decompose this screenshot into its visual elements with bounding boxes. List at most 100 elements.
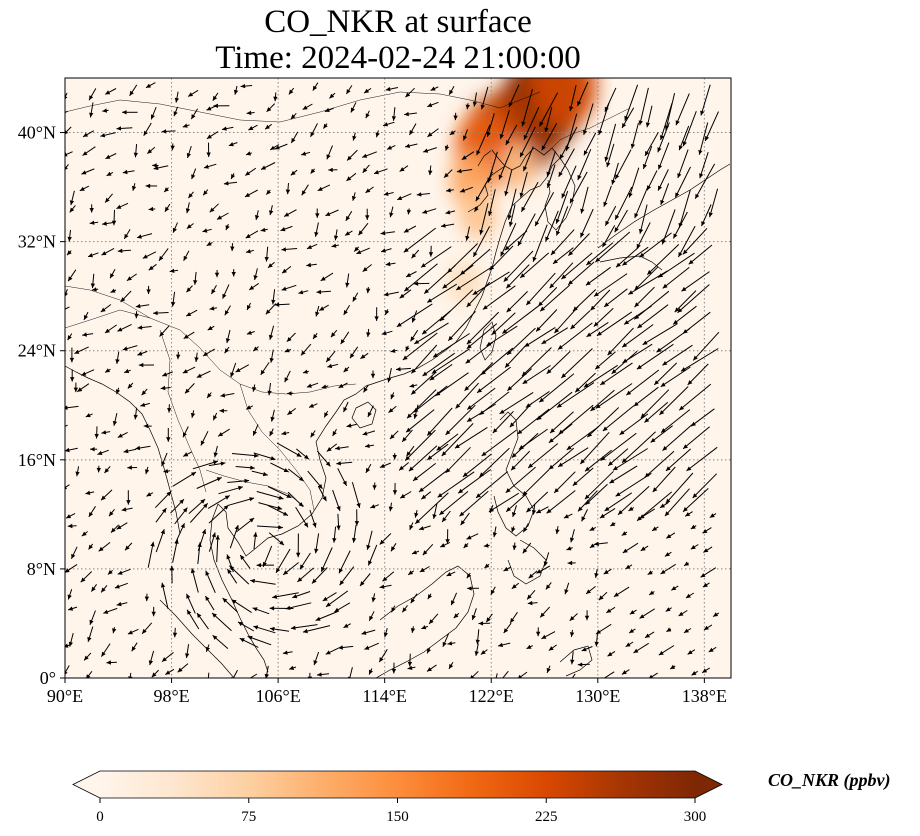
wind-vector-shaft: [276, 442, 302, 458]
wind-vector-head: [317, 672, 322, 677]
wind-vector-head: [429, 619, 434, 624]
wind-vector-head: [603, 201, 608, 207]
wind-vector-head: [647, 570, 653, 575]
wind-vector-shaft: [418, 469, 449, 493]
wind-vector-shaft: [690, 408, 715, 427]
wind-vector-head: [172, 227, 177, 233]
wind-vector-shaft: [555, 190, 569, 224]
wind-vector-head: [246, 330, 252, 335]
wind-vector-shaft: [594, 231, 631, 263]
wind-vector-head: [502, 329, 508, 334]
wind-vector-head: [115, 359, 120, 364]
wind-vector-head: [453, 115, 458, 121]
wind-vector-head: [253, 275, 258, 280]
wind-vector-head: [644, 417, 650, 423]
wind-vector-head: [152, 163, 157, 168]
wind-vector-head: [389, 212, 394, 218]
wind-vector-shaft: [639, 87, 649, 126]
wind-vector-head: [638, 228, 644, 234]
wind-vector-head: [185, 388, 190, 394]
wind-vector-head: [224, 310, 229, 316]
wind-vector-head: [595, 257, 601, 263]
wind-vector-head: [585, 500, 591, 505]
wind-vector-head: [442, 517, 447, 522]
wind-vector-head: [248, 126, 254, 131]
wind-vector-shaft: [65, 110, 68, 114]
wind-vector-shaft: [504, 343, 528, 368]
wind-vector-head: [356, 250, 362, 254]
wind-vector-head: [656, 347, 662, 353]
wind-vector-head: [498, 174, 503, 180]
wind-vector-head: [493, 677, 495, 678]
wind-vector-head: [554, 488, 559, 493]
wind-vector-head: [207, 325, 213, 331]
wind-vector-shaft: [492, 410, 514, 434]
wind-vector-head: [413, 407, 419, 413]
wind-vector-head: [303, 628, 308, 634]
wind-vector-head: [213, 415, 218, 421]
wind-vector-shaft: [216, 534, 219, 563]
wind-vector-head: [117, 433, 123, 438]
wind-vector-head: [85, 413, 91, 418]
wind-vector-head: [381, 248, 386, 253]
wind-vector-head: [675, 120, 680, 126]
wind-vector-shaft: [535, 309, 558, 332]
wind-vector-head: [499, 678, 504, 683]
map-background: [65, 78, 731, 678]
wind-vector-head: [182, 507, 188, 513]
wind-vector-head: [550, 428, 555, 433]
wind-vector-head: [427, 648, 431, 654]
wind-vector-head: [705, 136, 710, 141]
wind-vector-head: [261, 165, 266, 170]
wind-vector-head: [569, 616, 575, 621]
wind-vector-head: [621, 670, 627, 675]
wind-vector-head: [586, 260, 592, 266]
wind-vector-head: [584, 494, 590, 500]
wind-vector-shaft: [567, 261, 595, 286]
wind-vector-head: [358, 230, 363, 236]
wind-vector-head: [231, 272, 236, 277]
wind-vector-shaft: [500, 222, 517, 257]
wind-vector-head: [276, 567, 281, 573]
wind-vector-head: [100, 307, 106, 312]
wind-vector-shaft: [525, 272, 556, 306]
wind-vector-head: [214, 272, 220, 278]
wind-vector-head: [419, 487, 424, 492]
wind-vector-head: [610, 521, 616, 527]
wind-vector-head: [561, 193, 566, 199]
lon-tick-label: 98°E: [153, 686, 189, 706]
wind-vector-head: [545, 236, 550, 242]
wind-vector-head: [411, 368, 417, 374]
wind-vector-head: [246, 249, 251, 254]
wind-vector-head: [520, 152, 525, 158]
wind-vector-shaft: [431, 348, 470, 374]
wind-vector-head: [134, 313, 139, 319]
wind-vector-head: [660, 569, 666, 574]
wind-vector-head: [98, 546, 104, 552]
wind-vector-head: [250, 465, 255, 470]
wind-vector-head: [580, 208, 585, 214]
wind-vector-head: [123, 448, 129, 454]
map-subtitle: Time: 2024-02-24 21:00:00: [215, 40, 581, 76]
wind-vector-head: [85, 490, 91, 495]
wind-vector-shaft: [561, 165, 577, 199]
wind-vector-head: [224, 495, 230, 500]
wind-vector-head: [80, 577, 86, 583]
wind-vector-head: [708, 647, 714, 652]
wind-vector-shaft: [672, 211, 688, 239]
wind-vector-head: [430, 86, 436, 91]
wind-vector-head: [122, 110, 127, 115]
wind-vector-shaft: [628, 270, 668, 295]
wind-vector-head: [543, 561, 548, 567]
wind-vector-shaft: [539, 284, 571, 312]
wind-vector-head: [511, 584, 517, 589]
wind-vector-head: [693, 355, 698, 361]
wind-vector-head: [622, 548, 628, 553]
wind-vector-shaft: [426, 283, 457, 303]
wind-vector-shaft: [584, 449, 612, 472]
wind-vector-head: [577, 662, 583, 667]
wind-vector-head: [679, 405, 685, 411]
wind-vector-head: [551, 250, 556, 255]
wind-vector-head: [445, 210, 451, 215]
wind-vector-head: [479, 229, 484, 235]
